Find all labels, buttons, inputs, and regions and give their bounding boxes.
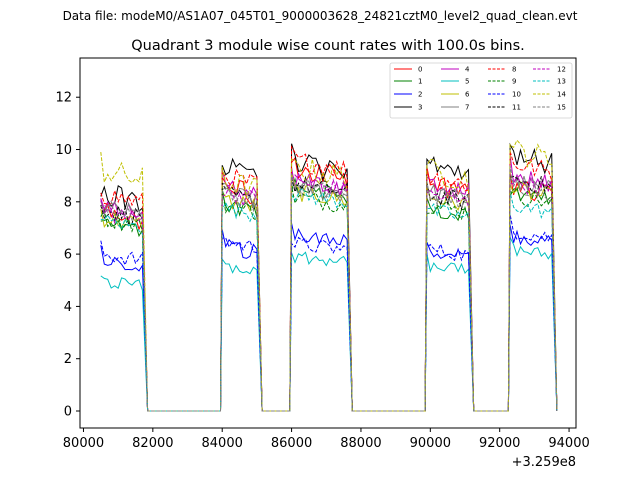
x-tick-label: 84000	[202, 436, 243, 451]
legend-label-5: 5	[465, 78, 469, 86]
legend-label-3: 3	[418, 104, 422, 112]
chart-title: Quadrant 3 module wise count rates with …	[131, 38, 525, 54]
legend-label-2: 2	[418, 91, 422, 99]
x-tick-label: 90000	[410, 436, 451, 451]
legend-label-6: 6	[465, 91, 470, 99]
legend-label-0: 0	[418, 66, 422, 74]
y-tick-label: 0	[64, 405, 72, 420]
x-axis: 80000 82000 84000 86000 88000 90000 92000 94000	[63, 428, 590, 451]
legend-label-11: 11	[512, 104, 521, 112]
legend-label-7: 7	[465, 104, 469, 112]
legend-label-4: 4	[465, 66, 470, 74]
x-tick-label: 92000	[479, 436, 520, 451]
x-offset-label: +3.259e8	[512, 455, 576, 470]
x-tick-label: 94000	[548, 436, 589, 451]
legend-label-9: 9	[512, 78, 516, 86]
x-tick-label: 80000	[63, 436, 104, 451]
y-tick-label: 4	[64, 300, 72, 315]
legend-label-1: 1	[418, 78, 422, 86]
series-line-14	[100, 139, 558, 412]
y-tick-label: 6	[64, 248, 72, 263]
x-tick-label: 88000	[340, 436, 381, 451]
series-layer	[100, 139, 558, 412]
legend-label-10: 10	[512, 91, 521, 99]
plot-frame	[79, 57, 577, 429]
y-tick-label: 2	[64, 352, 72, 367]
x-tick-label: 86000	[271, 436, 312, 451]
legend-label-12: 12	[557, 66, 566, 74]
y-tick-label: 8	[64, 195, 72, 210]
legend-box	[389, 62, 573, 119]
y-axis: 0 2 4 6 8 10 12	[55, 91, 80, 420]
legend-label-14: 14	[557, 91, 566, 99]
legend-label-13: 13	[557, 78, 566, 86]
legend-label-8: 8	[512, 66, 516, 74]
legend-label-15: 15	[557, 104, 566, 112]
series-line-15	[100, 165, 558, 412]
y-tick-label: 10	[55, 143, 72, 158]
x-tick-label: 82000	[132, 436, 173, 451]
y-tick-label: 12	[55, 91, 72, 106]
series-line-5	[100, 237, 558, 412]
chart-suptitle: Data file: modeM0/AS1A07_045T01_90000036…	[63, 9, 578, 23]
series-line-10	[100, 214, 558, 412]
